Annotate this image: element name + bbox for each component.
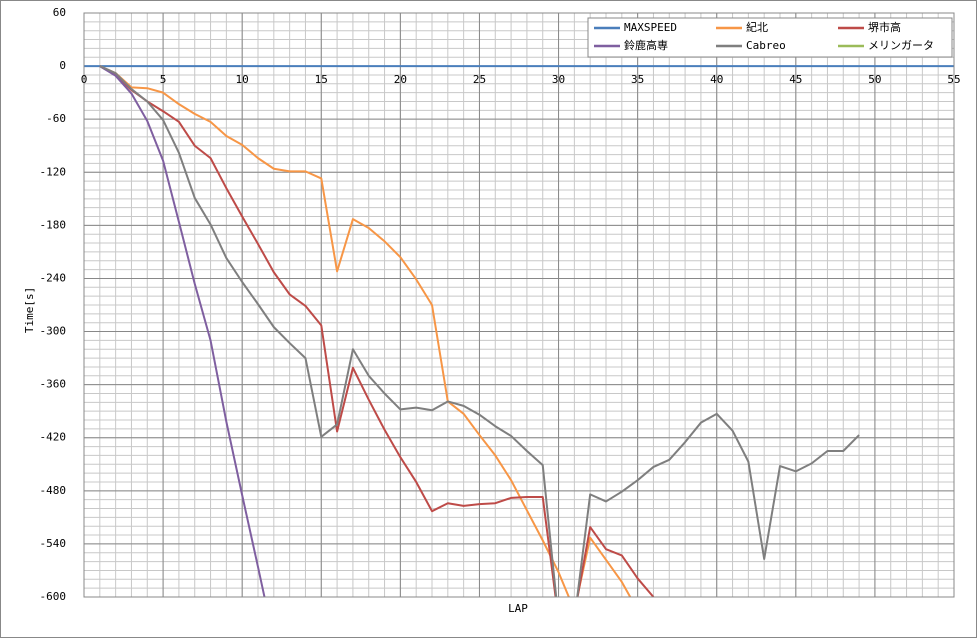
legend-label: MAXSPEED [624, 21, 677, 34]
x-tick-label: 10 [236, 73, 249, 86]
legend-label: メリンガータ [868, 39, 934, 52]
series-line [99, 65, 860, 597]
plot-frame [83, 12, 955, 598]
y-axis-label: Time[s] [23, 287, 36, 333]
y-tick-label: -360 [40, 378, 67, 391]
legend-label: 紀北 [746, 21, 768, 34]
plot-lines [84, 65, 954, 597]
legend [587, 17, 953, 58]
x-tick-label: 45 [789, 73, 802, 86]
y-tick-label: -480 [40, 484, 67, 497]
y-tick-label: -420 [40, 431, 67, 444]
x-tick-label: 35 [631, 73, 644, 86]
y-tick-label: -120 [40, 165, 67, 178]
x-tick-label: 25 [473, 73, 486, 86]
y-tick-label: -540 [40, 537, 67, 550]
x-tick-label: 20 [394, 73, 407, 86]
legend-label: Cabreo [746, 39, 786, 52]
x-tick-label: 30 [552, 73, 565, 86]
y-tick-label: 60 [53, 6, 66, 19]
x-tick-label: 55 [947, 73, 960, 86]
y-tick-label: -60 [46, 112, 66, 125]
series-line [99, 65, 266, 597]
x-axis-label: LAP [508, 602, 528, 615]
y-tick-label: -180 [40, 218, 67, 231]
x-tick-label: 5 [160, 73, 167, 86]
x-tick-label: 50 [868, 73, 881, 86]
y-tick-label: -300 [40, 325, 67, 338]
legend-label: 堺市高 [868, 20, 901, 34]
series-line [99, 65, 655, 597]
x-tick-label: 40 [710, 73, 723, 86]
y-tick-label: -600 [40, 590, 67, 603]
x-tick-label: 0 [81, 73, 88, 86]
series-line [99, 65, 632, 597]
y-tick-label: -240 [40, 271, 67, 284]
legend-label: 鈴鹿高専 [624, 38, 668, 52]
x-tick-label: 15 [315, 73, 328, 86]
y-tick-label: 0 [59, 59, 66, 72]
